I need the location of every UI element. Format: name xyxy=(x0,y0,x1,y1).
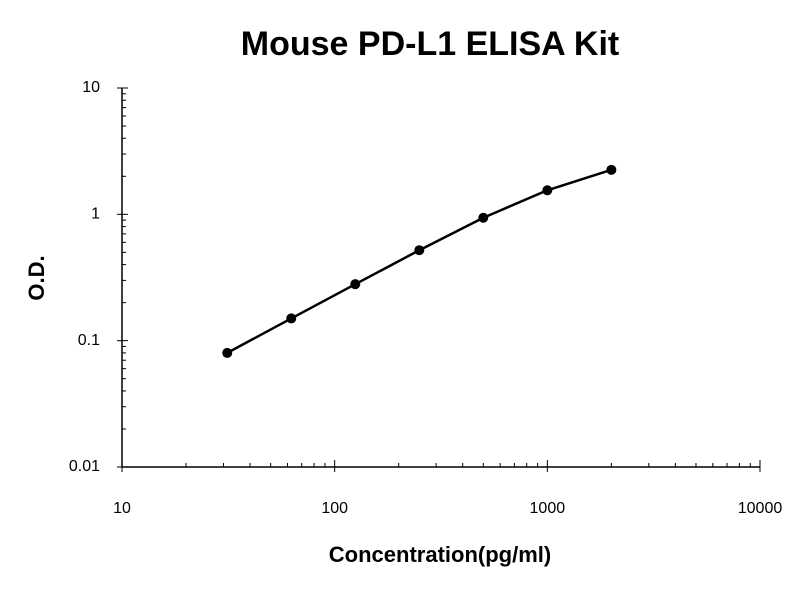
data-point xyxy=(286,313,297,324)
data-point xyxy=(606,164,617,175)
x-axis-label: Concentration(pg/ml) xyxy=(329,542,551,567)
data-point xyxy=(478,212,489,223)
x-tick-label: 10 xyxy=(113,500,131,517)
y-tick-label: 0.1 xyxy=(78,332,100,349)
y-tick-label: 0.01 xyxy=(69,458,100,475)
data-line xyxy=(226,168,612,355)
x-tick-label: 10000 xyxy=(738,500,783,517)
x-tick-label: 100 xyxy=(321,500,348,517)
y-tick-label: 10 xyxy=(82,79,100,96)
x-tick-label: 1000 xyxy=(530,500,566,517)
data-point xyxy=(222,347,233,358)
y-axis-label: O.D. xyxy=(24,255,49,300)
data-point xyxy=(414,245,425,256)
chart-title: Mouse PD-L1 ELISA Kit xyxy=(241,25,619,63)
y-tick-label: 1 xyxy=(91,206,100,223)
data-point xyxy=(542,185,553,196)
data-point xyxy=(350,279,361,290)
